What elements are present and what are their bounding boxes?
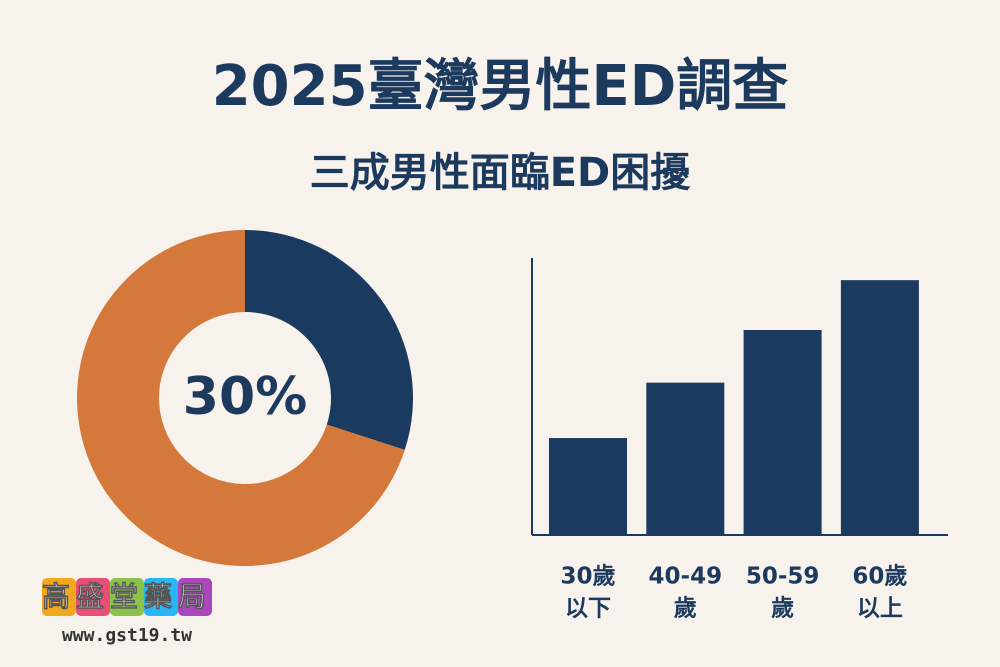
logo-tile <box>110 578 144 616</box>
subtitle: 三成男性面臨ED困擾 <box>310 150 692 196</box>
x-tick-label: 50-59 <box>746 564 820 590</box>
logo-tile <box>178 578 212 616</box>
x-tick-label: 以下 <box>565 596 611 622</box>
logo-tile <box>76 578 110 616</box>
x-tick-label: 歲 <box>771 596 794 622</box>
logo-url: www.gst19.tw <box>62 625 192 646</box>
x-tick-label: 30歲 <box>560 564 615 590</box>
logo-tile <box>42 578 76 616</box>
bar <box>646 382 725 535</box>
bar <box>743 330 822 535</box>
title: 2025臺灣男性ED調查 <box>212 54 789 119</box>
bar <box>840 280 919 535</box>
logo-tile <box>144 578 178 616</box>
x-tick-label: 歲 <box>674 596 697 622</box>
x-tick-label: 以上 <box>857 596 903 622</box>
logo: 高盛堂藥局 www.gst19.tw <box>42 578 212 646</box>
donut-slice <box>77 230 405 566</box>
logo-name: 高盛堂藥局 <box>42 580 212 613</box>
center-label: 30% <box>183 367 307 427</box>
bar <box>549 438 627 535</box>
x-tick-label: 40-49 <box>649 564 723 590</box>
donut-slice <box>245 230 413 450</box>
x-tick-label: 60歲 <box>852 564 907 590</box>
